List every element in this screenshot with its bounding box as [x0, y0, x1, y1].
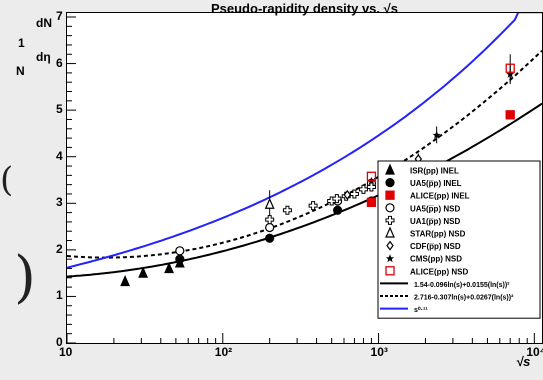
data-point-s7-p1	[432, 130, 441, 139]
data-point-s1-p0	[175, 254, 185, 264]
legend-label-3: UA5(p̅p) NSD	[410, 204, 460, 213]
data-point-s4-p0	[265, 215, 275, 225]
y-tick-label: 5	[56, 102, 63, 117]
data-point-s8-p0	[366, 171, 377, 181]
y-label-one: 1	[18, 36, 25, 50]
data-point-s5-p0	[264, 197, 275, 209]
legend-label-0: ISR(pp) INEL	[410, 167, 459, 176]
legend-label-6: CDF(p̅p) NSD	[410, 242, 461, 251]
data-point-s1-p1	[265, 233, 275, 243]
fit-line-0	[67, 102, 542, 278]
y-tick-label: 3	[56, 195, 63, 210]
y-label-eta: dη	[36, 50, 51, 64]
y-axis-label: 1 dN dη N	[14, 8, 60, 88]
data-point-s0-p0	[120, 275, 131, 287]
legend-label-7: CMS(pp) NSD	[410, 255, 462, 264]
data-point-s6-p0	[343, 189, 352, 200]
legend-marker-3	[385, 203, 395, 213]
data-point-s4-p4	[332, 194, 342, 204]
y-tick-label: 2	[56, 241, 63, 256]
legend-label-2: ALICE(pp) INEL	[410, 192, 470, 201]
legend-label-8: ALICE(pp) NSD	[410, 267, 468, 276]
data-point-s8-p1	[505, 63, 515, 73]
x-tick-label: 10³	[370, 345, 388, 359]
edge-glyph-paren: )	[14, 245, 36, 310]
legend-label-10: 2.716-0.307ln(s)+0.0267(ln(s))²	[414, 295, 514, 302]
legend-box	[377, 160, 541, 319]
data-point-s4-p1	[282, 205, 292, 215]
y-tick-label: 7	[56, 9, 63, 23]
edge-glyph-c: (	[0, 160, 14, 200]
fit-line-1	[67, 49, 542, 259]
legend-marker-4	[385, 215, 395, 225]
legend-label-5: STAR(pp) NSD	[410, 230, 466, 239]
legend-marker-2	[385, 190, 395, 200]
x-axis-label: √s	[516, 354, 531, 369]
y-tick-label: 0	[56, 335, 63, 349]
x-tick-label: 10²	[214, 345, 233, 359]
legend-label-11: s⁰·¹¹	[414, 306, 428, 314]
legend-marker-6	[386, 240, 394, 251]
y-tick-label: 1	[56, 288, 63, 303]
x-tick-label: 10⁴	[526, 345, 543, 359]
data-point-s3-p1	[265, 222, 275, 233]
data-point-s7-p2	[506, 69, 515, 78]
chart-svg: ISR(pp) INEL UA5(p̅p) INEL ALICE(pp) INEL U…	[67, 13, 542, 343]
data-point-s2-p0	[366, 197, 377, 208]
data-point-s3-p0	[175, 246, 185, 256]
legend-marker-5	[385, 226, 395, 238]
y-tick-label: 4	[56, 148, 63, 163]
data-point-s1-p2	[333, 205, 343, 215]
legend-label-9: 1.54-0.096ln(s)+0.0155(ln(s))²	[414, 282, 510, 289]
data-point-s0-p1	[138, 266, 149, 278]
legend-label-4: UA1(p̅p) NSD	[410, 217, 460, 226]
data-point-s7-p0	[367, 176, 376, 185]
legend-label-1: UA5(p̅p) INEL	[410, 179, 462, 188]
chart-title: Pseudo-rapidity density vs. √s	[210, 1, 399, 16]
data-point-s0-p2	[164, 262, 174, 274]
plot-area: Pseudo-rapidity density vs. √s ISR(pp) I…	[56, 1, 543, 359]
y-label-nevent: N	[16, 64, 25, 78]
data-point-s4-p7	[358, 184, 368, 194]
legend-marker-8	[385, 266, 395, 276]
legend-marker-0	[385, 163, 395, 175]
legend-marker-7	[386, 254, 394, 263]
y-label-dn: dN	[36, 16, 52, 30]
y-tick-label: 6	[56, 55, 63, 70]
fit-line-2	[67, 13, 542, 269]
data-point-s4-p2	[308, 201, 318, 211]
data-point-s2-p1	[505, 110, 515, 120]
legend-marker-1	[385, 178, 395, 188]
data-point-s4-p6	[349, 189, 359, 199]
x-tick-label: 10	[59, 345, 73, 359]
